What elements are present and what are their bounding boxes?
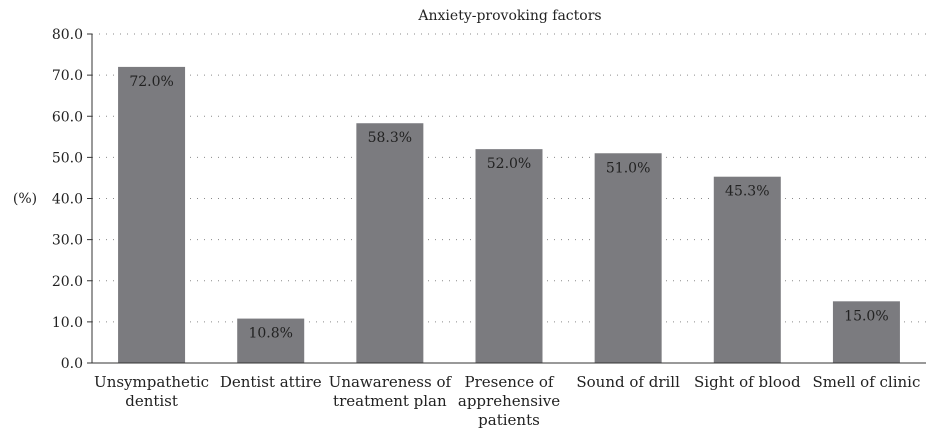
x-category-label-line: Dentist attire <box>220 373 322 391</box>
y-tick-label: 0.0 <box>61 356 83 372</box>
data-label: 58.3% <box>368 130 412 146</box>
bar <box>118 66 186 364</box>
bar <box>713 176 781 363</box>
y-tick-label: 80.0 <box>52 27 83 43</box>
x-category-label-line: Presence of <box>464 373 554 391</box>
x-category-label: Unsympathetic dentist <box>94 373 209 410</box>
x-category-label-line: Sound of drill <box>576 373 680 391</box>
x-category-label-line: dentist <box>125 392 178 410</box>
x-category-label: Dentist attire <box>220 373 322 391</box>
bar <box>356 123 424 364</box>
y-tick-label: 10.0 <box>52 315 83 331</box>
x-category-label: Unawareness of treatment plan <box>329 373 453 410</box>
y-tick-label: 30.0 <box>52 233 83 249</box>
bars <box>118 66 900 364</box>
x-category-label: Smell of clinic <box>812 373 920 391</box>
data-label: 51.0% <box>606 160 650 176</box>
y-tick-label: 20.0 <box>52 274 83 290</box>
bar <box>237 318 305 363</box>
data-label: 10.8% <box>248 326 292 342</box>
y-tick-label: 50.0 <box>52 150 83 166</box>
x-category-label-line: Smell of clinic <box>812 373 920 391</box>
x-category-labels: Unsympathetic dentist Dentist attire Unawar… <box>94 373 920 429</box>
y-tick-label: 40.0 <box>52 192 83 208</box>
data-label: 72.0% <box>129 74 173 90</box>
y-tick-label: 60.0 <box>52 109 83 125</box>
data-label: 45.3% <box>725 184 769 200</box>
x-category-label-line: patients <box>478 411 540 429</box>
x-category-label-line: Unawareness of <box>329 373 453 391</box>
y-tick-labels: 0.0 10.0 20.0 30.0 40.0 50.0 60.0 70.0 80.0 <box>52 27 83 372</box>
x-category-label-line: Sight of blood <box>694 373 801 391</box>
axes <box>87 33 926 364</box>
bar <box>832 301 900 363</box>
x-category-label-line: apprehensive <box>458 392 560 410</box>
data-labels: 72.0% 10.8% 58.3% 52.0% 51.0% 45.3% 15.0% <box>129 74 888 342</box>
data-label: 15.0% <box>844 308 888 324</box>
bar <box>594 153 662 363</box>
y-tick-label: 70.0 <box>52 68 83 84</box>
chart-title: Anxiety-provoking factors <box>417 8 601 24</box>
bar <box>475 149 543 363</box>
x-category-label-line: treatment plan <box>333 392 447 410</box>
x-category-label: Sight of blood <box>694 373 801 391</box>
y-axis-label: (%) <box>13 191 37 207</box>
x-category-label: Presence of apprehensive patients <box>458 373 560 429</box>
data-label: 52.0% <box>487 156 531 172</box>
x-category-label-line: Unsympathetic <box>94 373 209 391</box>
x-category-label: Sound of drill <box>576 373 680 391</box>
